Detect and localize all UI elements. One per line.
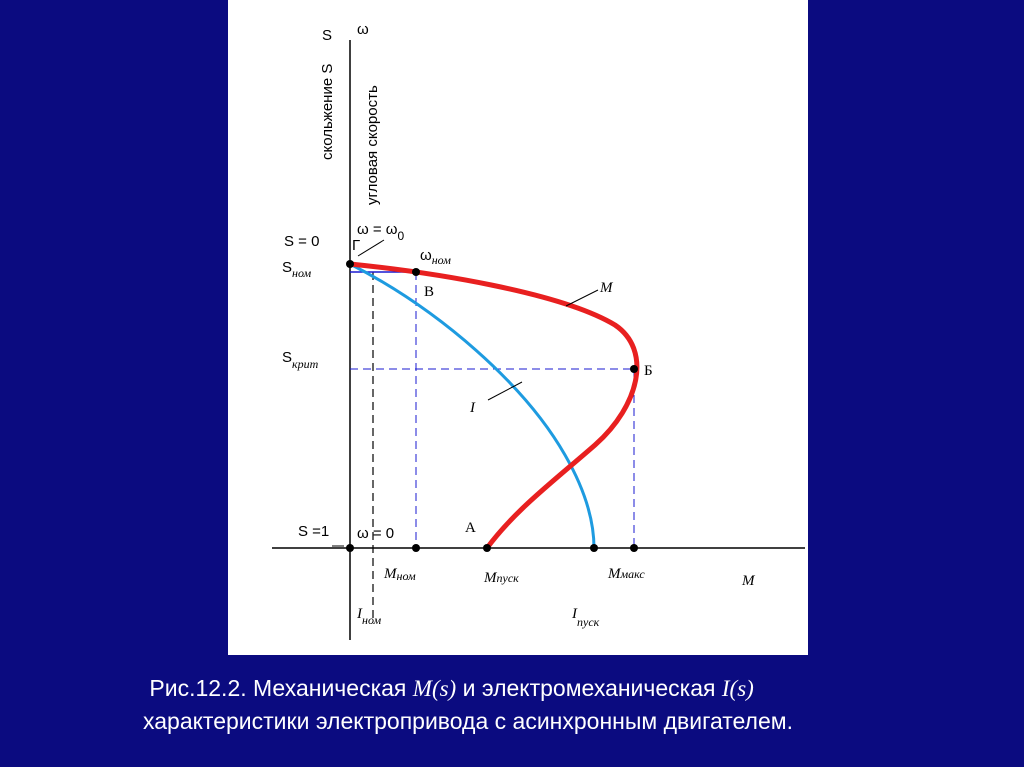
label: ω = ω0	[357, 221, 405, 243]
label: ωном	[420, 247, 451, 267]
label: Sном	[282, 259, 312, 280]
label-text: I	[356, 606, 363, 622]
label: Iпуск	[571, 606, 600, 629]
label: S = 0	[284, 233, 319, 250]
caption: Рис.12.2. Механическая M(s) и электромех…	[143, 672, 1003, 738]
label-sub: крит	[292, 357, 319, 371]
label: Б	[644, 363, 653, 379]
blue-guides	[350, 272, 635, 548]
label-text: ω	[420, 247, 432, 264]
s-axis-label: S	[322, 27, 332, 44]
label: Iном	[356, 606, 381, 627]
point	[412, 268, 420, 276]
point	[412, 544, 420, 552]
label: ω = 0	[357, 525, 394, 542]
label-sub: макс	[620, 567, 646, 581]
caption-text: I(s)	[721, 676, 754, 701]
label-text: M	[383, 566, 398, 582]
label: А	[465, 520, 476, 536]
label: Г	[352, 237, 360, 254]
caption-text: и электромеханическая	[456, 675, 722, 701]
label-sub: ном	[292, 266, 311, 280]
label-sub: пуск	[577, 615, 600, 629]
label: Mном	[383, 566, 416, 583]
omega-axis-name: угловая скорость	[364, 85, 381, 205]
label-text: I	[571, 606, 578, 622]
label: S =1	[298, 523, 329, 540]
label-text: S	[282, 349, 292, 366]
points	[346, 260, 638, 552]
label-sub: 0	[398, 229, 405, 243]
point	[346, 544, 354, 552]
label-sub: ном	[432, 253, 451, 267]
label-sub: ном	[397, 569, 416, 583]
omega-axis-label: ω	[357, 21, 369, 38]
label-text: ω = ω	[357, 221, 398, 238]
leader	[565, 289, 599, 307]
caption-line: Рис.12.2. Механическая M(s) и электромех…	[143, 672, 1003, 705]
curve-label: M	[599, 280, 614, 296]
s-axis-name: скольжение S	[319, 64, 336, 160]
point	[483, 544, 491, 552]
label: В	[424, 284, 434, 300]
caption-line: характеристики электропривода с асинхрон…	[143, 708, 793, 734]
label: Mпуск	[483, 570, 519, 586]
label-text: M	[607, 566, 622, 582]
caption-text: M(s)	[412, 676, 457, 701]
label: Mмакс	[607, 566, 645, 582]
point	[590, 544, 598, 552]
label-sub: пуск	[497, 571, 520, 585]
point	[630, 365, 638, 373]
label-text: M	[483, 570, 498, 586]
torque-curve	[349, 261, 640, 550]
point	[346, 260, 354, 268]
curve-label: I	[469, 400, 476, 416]
point	[630, 544, 638, 552]
caption-text: Рис.12.2. Механическая	[149, 675, 413, 701]
label: Sкрит	[282, 349, 319, 371]
leader	[487, 381, 523, 401]
leader	[357, 239, 385, 257]
m-axis-label: M	[741, 573, 756, 589]
label-text: S	[282, 259, 292, 276]
current-curve	[349, 262, 596, 549]
figure-panel	[228, 0, 808, 655]
label-sub: ном	[362, 613, 381, 627]
